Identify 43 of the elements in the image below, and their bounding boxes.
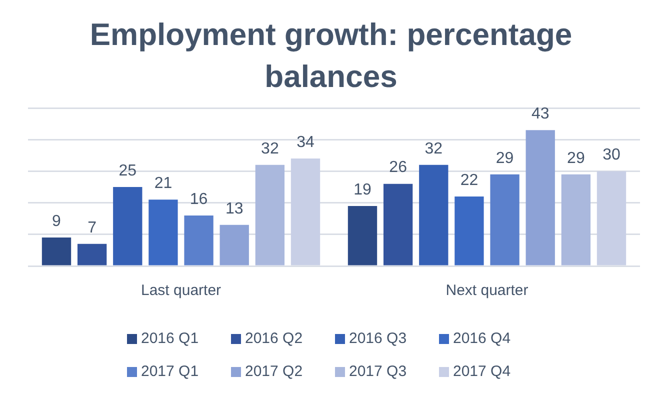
bar [113, 187, 142, 266]
bar [290, 158, 320, 266]
data-label: 26 [389, 159, 408, 176]
data-label: 43 [531, 106, 550, 123]
legend-label: 2017 Q1 [141, 363, 199, 380]
x-tick-label: Last quarter [140, 282, 222, 300]
bar [77, 244, 107, 266]
legend-label: 2017 Q2 [245, 363, 303, 380]
bar [561, 174, 591, 266]
bar [255, 164, 285, 266]
x-tick-label: Next quarter [446, 282, 528, 300]
bar [42, 238, 72, 266]
data-label: 29 [567, 150, 585, 167]
bar [348, 206, 378, 266]
data-label: 22 [460, 172, 478, 189]
data-label: 19 [354, 181, 372, 198]
bar [596, 171, 626, 266]
data-label: 25 [118, 162, 137, 180]
legend-label: 2017 Q3 [349, 363, 407, 380]
bar [454, 196, 484, 266]
data-label: 30 [602, 146, 621, 164]
data-label: 34 [296, 134, 315, 151]
bar [419, 164, 448, 266]
data-label: 32 [424, 140, 443, 158]
legend-label: 2016 Q1 [141, 330, 199, 347]
legend-label: 2016 Q4 [453, 330, 511, 347]
data-label: 13 [225, 200, 244, 218]
chart-title: Employment growth: percentage balances [88, 16, 574, 96]
legend-label: 2017 Q4 [453, 363, 511, 380]
bar [526, 130, 555, 266]
data-label: 9 [52, 212, 62, 230]
legend-label: 2016 Q3 [349, 330, 407, 347]
legend-label: 2016 Q2 [245, 330, 303, 347]
bar [220, 224, 249, 266]
bar [383, 184, 413, 266]
data-label: 29 [496, 150, 514, 167]
data-label: 7 [88, 219, 97, 236]
data-label: 21 [154, 175, 172, 192]
data-label: 16 [190, 190, 208, 208]
data-label: 32 [261, 140, 279, 158]
bar [148, 200, 178, 266]
bar [490, 174, 520, 266]
bar [184, 215, 214, 266]
